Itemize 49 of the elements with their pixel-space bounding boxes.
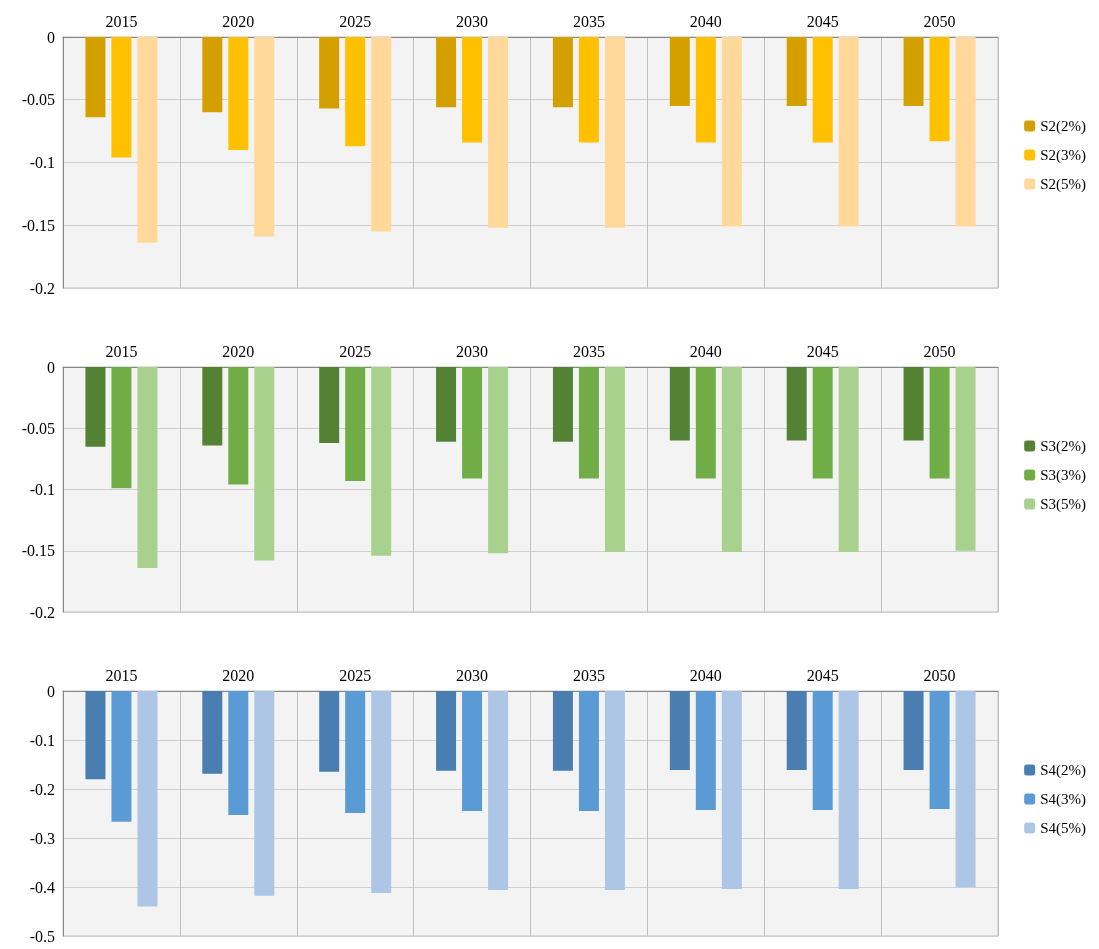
y-tick-label: -0.4	[29, 878, 55, 896]
x-tick-label: 2020	[222, 12, 255, 30]
x-tick-label: 2045	[806, 666, 839, 684]
legend-label: S2(2%)	[1040, 118, 1086, 135]
y-tick-label: 0	[47, 682, 55, 700]
legend-label: S3(5%)	[1040, 496, 1086, 513]
legend-label: S4(5%)	[1040, 820, 1086, 837]
x-tick-label: 2050	[923, 342, 956, 360]
x-tick-label: 2030	[456, 342, 489, 360]
x-tick-label: 2050	[923, 666, 956, 684]
x-tick-label: 2040	[689, 12, 722, 30]
x-tick-label: 2035	[572, 666, 605, 684]
x-tick-label: 2045	[806, 12, 839, 30]
x-tick-label: 2030	[456, 12, 489, 30]
y-tick-label: -0.2	[29, 279, 55, 297]
x-tick-label: 2025	[339, 666, 372, 684]
y-tick-label: -0.15	[21, 216, 55, 234]
x-tick-label: 2045	[806, 342, 839, 360]
legend-label: S4(3%)	[1040, 791, 1086, 808]
legend-label: S2(3%)	[1040, 147, 1086, 164]
y-tick-label: -0.3	[29, 829, 55, 847]
legend-label: S3(2%)	[1040, 438, 1086, 455]
x-tick-label: 2015	[105, 666, 138, 684]
y-tick-label: -0.05	[21, 91, 55, 109]
x-tick-label: 2040	[689, 666, 722, 684]
y-tick-label: -0.1	[29, 154, 55, 171]
y-tick-label: 0	[47, 28, 55, 46]
y-tick-label: -0.05	[21, 419, 55, 437]
x-tick-label: 2015	[105, 12, 138, 30]
x-tick-label: 2020	[222, 342, 255, 360]
x-tick-label: 2030	[456, 666, 489, 684]
y-tick-label: -0.15	[21, 542, 55, 560]
legend-label: S2(5%)	[1040, 176, 1086, 193]
y-tick-label: -0.2	[29, 603, 55, 621]
x-tick-label: 2040	[689, 342, 722, 360]
y-tick-label: -0.2	[29, 780, 55, 798]
x-tick-label: 2020	[222, 666, 255, 684]
legend-label: S3(3%)	[1040, 467, 1086, 484]
y-tick-label: 0	[47, 358, 55, 376]
y-tick-label: -0.1	[29, 731, 55, 749]
y-tick-label: -0.5	[29, 927, 55, 945]
x-tick-label: 2050	[923, 12, 956, 30]
x-tick-label: 2035	[572, 12, 605, 30]
x-tick-label: 2025	[339, 12, 372, 30]
x-tick-label: 2025	[339, 342, 372, 360]
x-tick-label: 2035	[572, 342, 605, 360]
y-tick-label: -0.1	[29, 481, 55, 498]
x-tick-label: 2015	[105, 342, 138, 360]
legend-label: S4(2%)	[1040, 762, 1086, 779]
